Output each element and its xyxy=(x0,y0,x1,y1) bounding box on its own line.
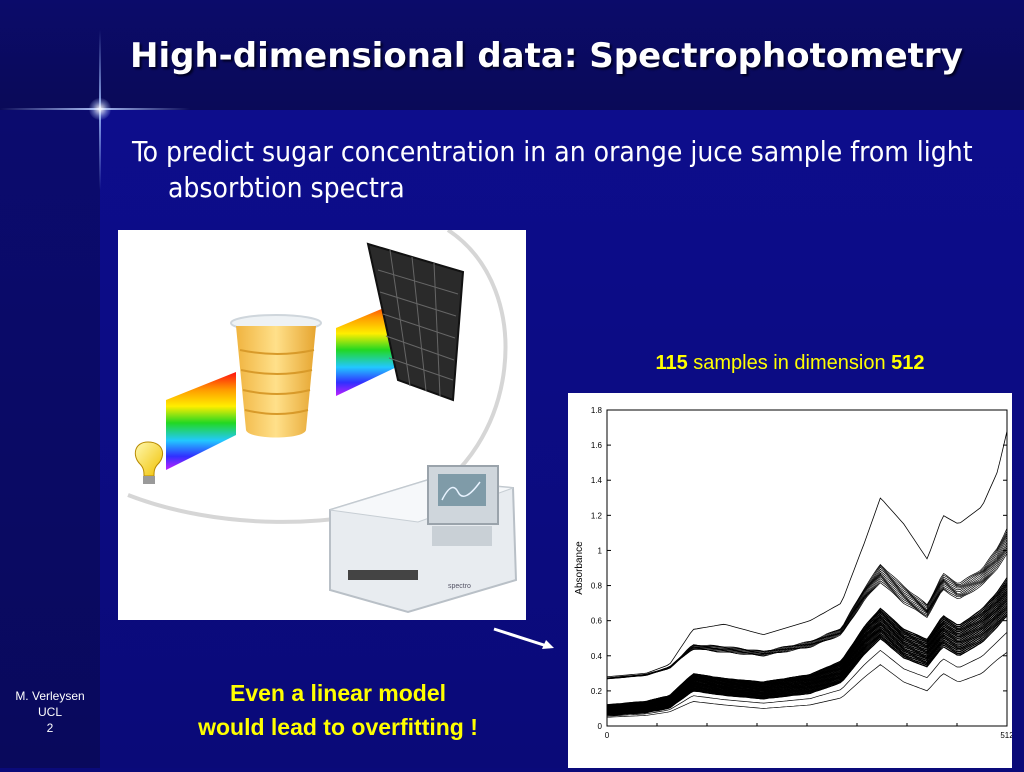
spectrum-series xyxy=(606,632,1008,717)
y-tick-label: 1.4 xyxy=(591,476,603,485)
note-line-2: would lead to overfitting ! xyxy=(198,714,478,740)
sample-count: 115 xyxy=(655,352,688,374)
spectrum-series xyxy=(606,553,1008,679)
spectrum-series xyxy=(606,596,1008,711)
spectrum-series xyxy=(606,594,1008,710)
decorative-flare xyxy=(89,98,111,120)
spectrum-series xyxy=(606,544,1008,680)
y-tick-label: 0 xyxy=(598,722,603,731)
note-line-1: Even a linear model xyxy=(229,680,447,706)
arrow-icon xyxy=(493,627,554,649)
spectrum-series xyxy=(606,528,1008,680)
spectrum-series xyxy=(606,604,1008,713)
spectrophotometry-illustration: spectro xyxy=(118,228,526,620)
spectrum-series xyxy=(606,600,1008,712)
spectrum-series xyxy=(606,536,1008,679)
side-band xyxy=(0,110,100,768)
spectrum-series xyxy=(606,652,1008,718)
spectrum-series xyxy=(607,534,1008,679)
grating-panel-icon xyxy=(366,242,465,402)
spectrum-series xyxy=(606,551,1008,679)
slide-footer: M. Verleysen UCL 2 xyxy=(0,688,100,736)
spectrum-series xyxy=(606,600,1008,712)
footer-org: UCL xyxy=(37,705,62,719)
spectrum-series xyxy=(606,598,1008,712)
y-tick-label: 0.8 xyxy=(591,582,603,591)
spectrum-series xyxy=(606,610,1008,715)
spectrum-series xyxy=(606,542,1008,680)
y-tick-label: 0.2 xyxy=(591,687,603,696)
svg-text:spectro: spectro xyxy=(448,583,471,590)
caption-text: samples in dimension xyxy=(687,352,892,374)
juice-glass-icon xyxy=(230,314,322,438)
spectrum-series xyxy=(606,602,1008,712)
overfitting-note: Even a linear model would lead to overfi… xyxy=(160,676,516,744)
y-tick-label: 0.4 xyxy=(591,652,603,661)
x-tick-label: 512 xyxy=(1000,731,1012,740)
y-axis-label: Absorbance xyxy=(574,541,585,595)
spectrum-series xyxy=(607,577,1008,706)
spectrum-band-icon xyxy=(166,372,236,470)
y-tick-label: 1.8 xyxy=(591,406,603,415)
light-bulb-icon xyxy=(134,441,164,484)
spectrum-series xyxy=(606,530,1008,679)
y-tick-label: 1.2 xyxy=(591,511,603,520)
absorbance-chart: 0 0.2 0.4 0.6 0.8 1 1.2 1.4 1.6 1.8 0 512 Absorbance xyxy=(568,393,1014,768)
bullet-text: To predict sugar concentration in an ora… xyxy=(132,135,973,204)
chart-caption: 115 samples in dimension 512 xyxy=(560,352,1020,375)
spectrum-series xyxy=(607,549,1008,679)
spectrum-series xyxy=(606,613,1008,716)
footer-author: M. Verleysen xyxy=(15,689,85,703)
spectrum-series xyxy=(606,581,1008,707)
spectrum-series xyxy=(606,587,1008,708)
spectrophotometer-icon: spectro xyxy=(329,465,518,614)
spectrum-series xyxy=(606,590,1008,710)
footer-page-number: 2 xyxy=(46,721,54,735)
y-tick-label: 0.6 xyxy=(591,617,603,626)
spectrum-series xyxy=(606,533,1008,679)
y-tick-label: 1.6 xyxy=(591,441,603,450)
spectrum-series xyxy=(607,600,1008,712)
title-band xyxy=(0,0,1024,110)
illustration-svg: spectro xyxy=(127,228,518,614)
slide-title: High-dimensional data: Spectrophotometry xyxy=(130,36,963,76)
chart-svg: 0 0.2 0.4 0.6 0.8 1 1.2 1.4 1.6 1.8 0 512 Absorbance xyxy=(574,406,1014,740)
y-tick-label: 1 xyxy=(598,546,603,555)
spectrum-series xyxy=(606,579,1008,706)
spectrum-series xyxy=(606,539,1008,679)
spectrum-series xyxy=(606,431,1008,678)
spectrum-series xyxy=(606,547,1008,679)
x-tick-label: 0 xyxy=(605,731,610,740)
dimension-count: 512 xyxy=(891,352,925,374)
